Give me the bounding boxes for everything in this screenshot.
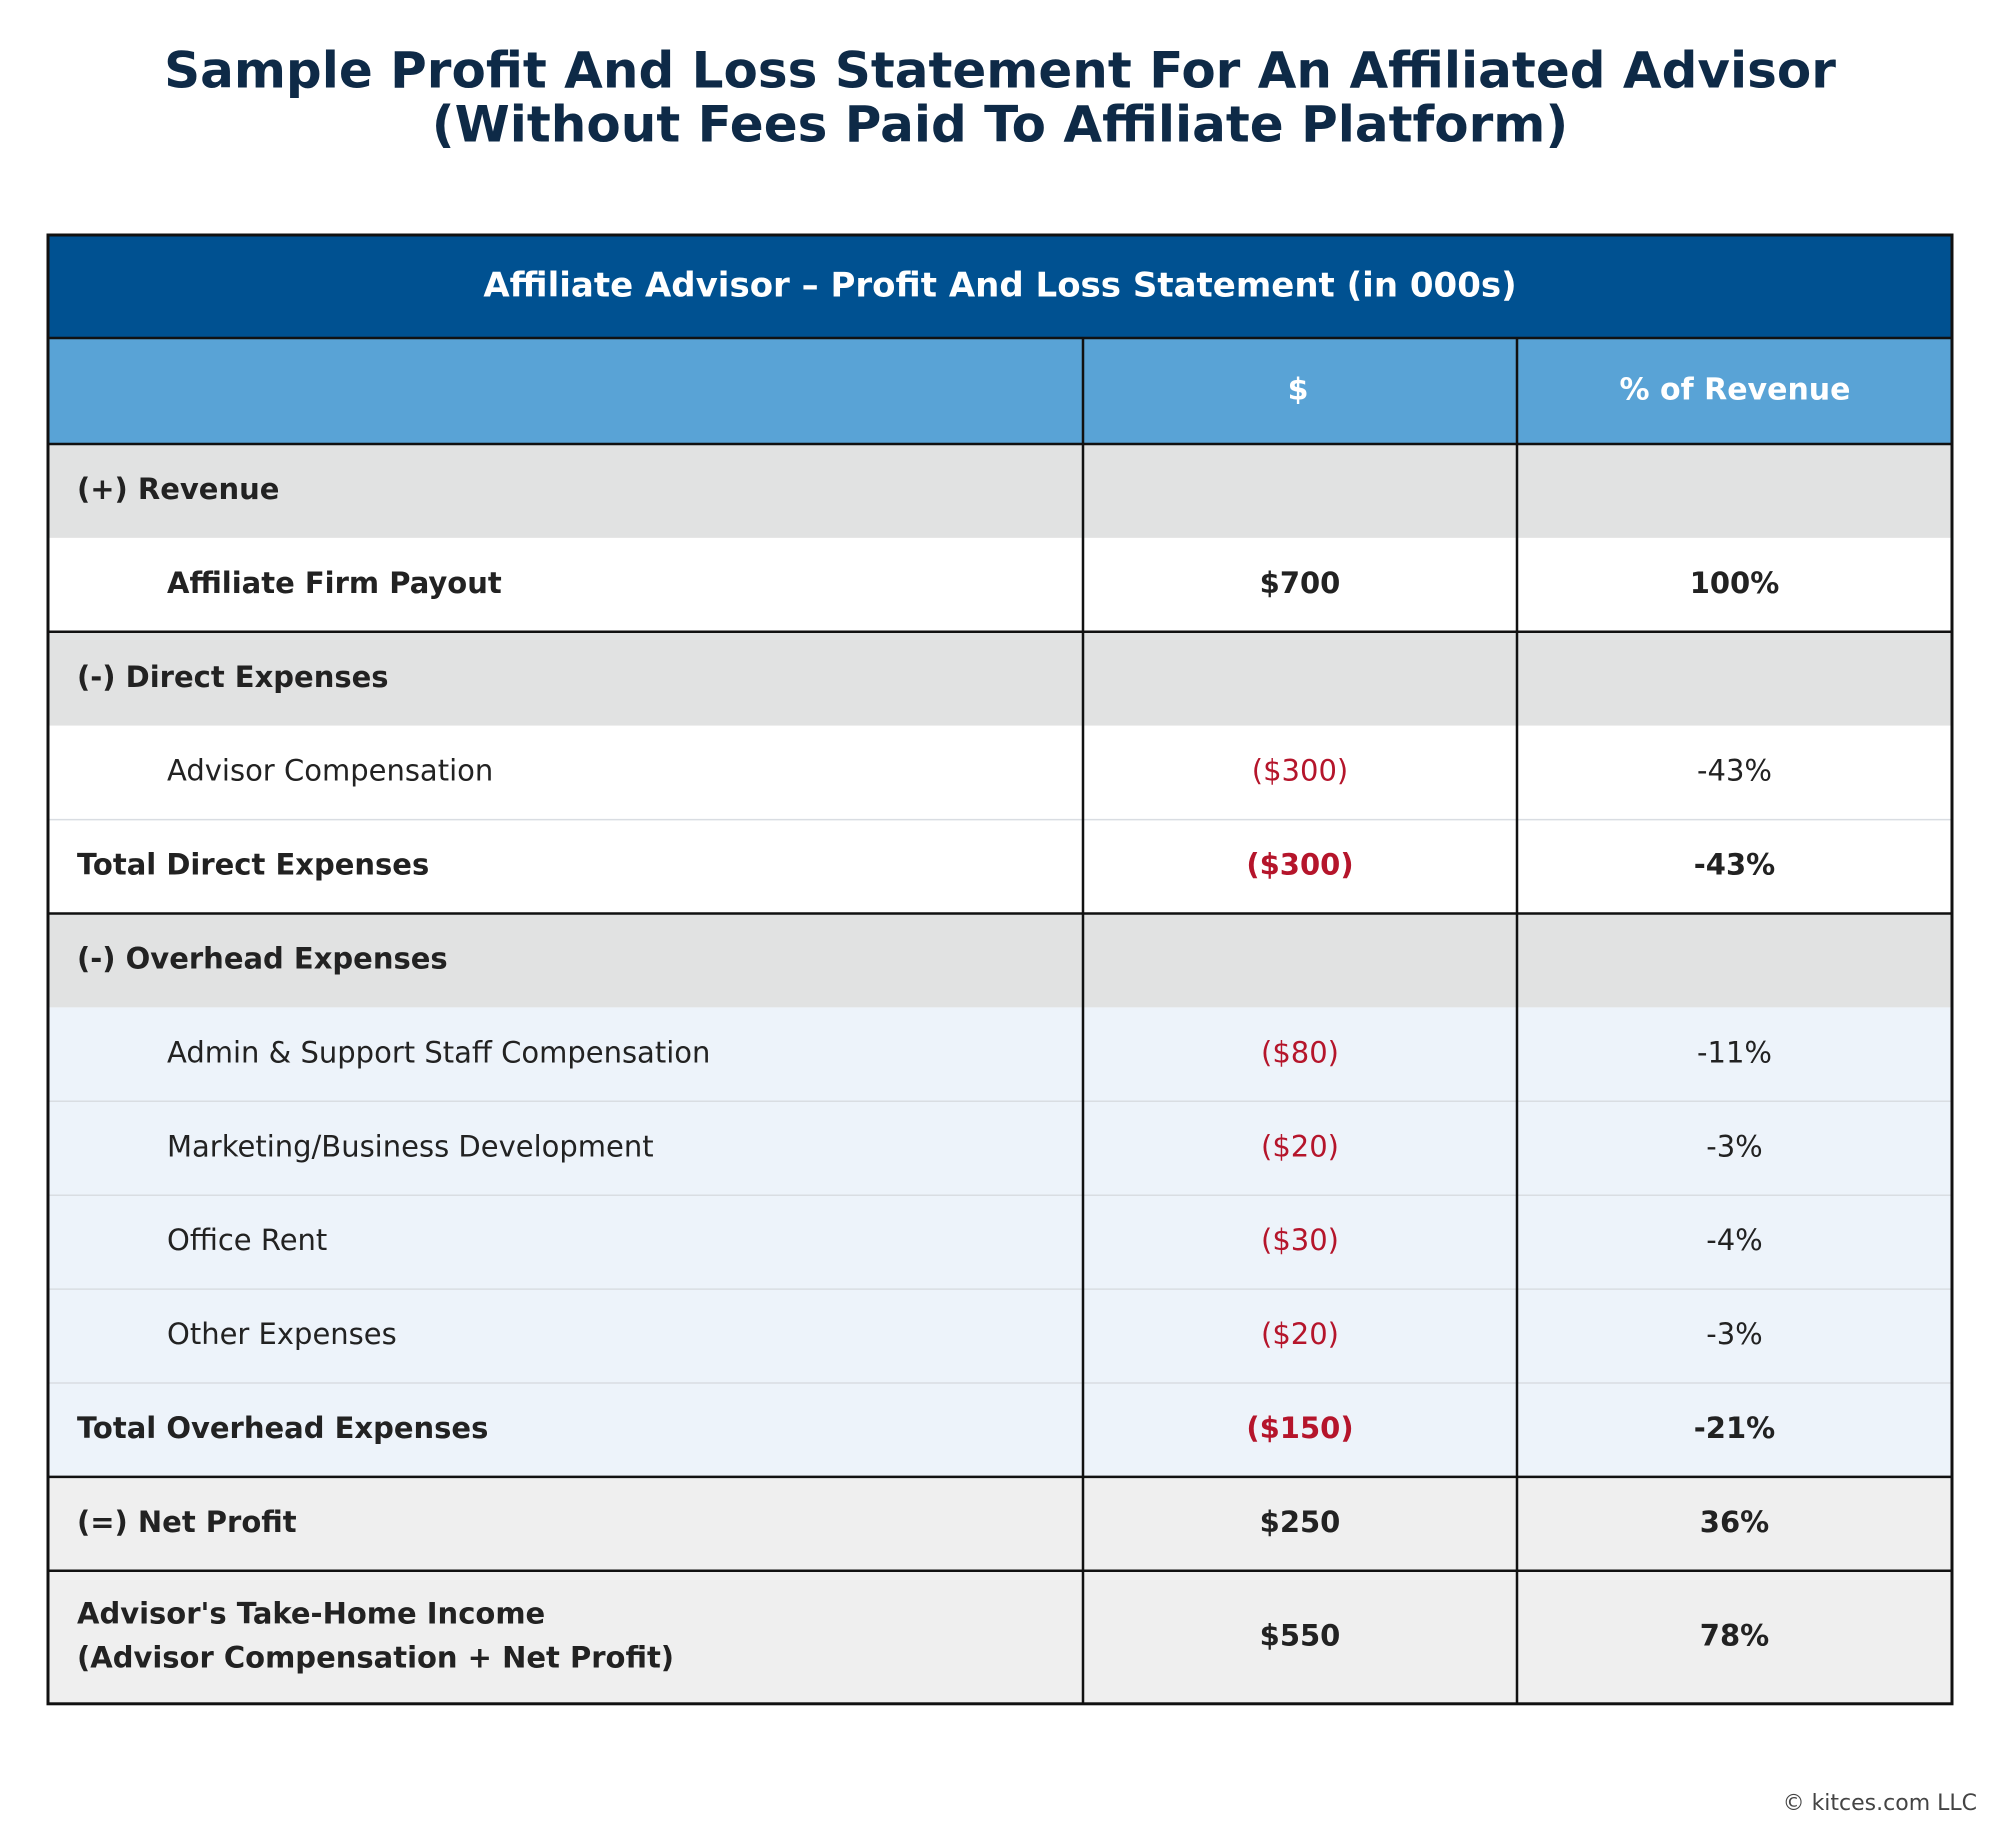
row-label: Admin & Support Staff Compensation <box>167 1035 710 1069</box>
row-label: (=) Net Profit <box>77 1505 297 1539</box>
dollar-value: $700 <box>1260 566 1341 600</box>
row-background <box>48 631 1952 726</box>
row-label: Other Expenses <box>167 1317 397 1351</box>
caption-bar <box>48 235 1952 338</box>
row-background <box>48 1383 1952 1477</box>
row-background <box>48 819 1952 914</box>
row-label: (-) Direct Expenses <box>77 660 389 694</box>
row-background <box>48 913 1952 1008</box>
row-label: Office Rent <box>167 1223 327 1257</box>
title-line: Sample Profit And Loss Statement For An … <box>164 42 1836 100</box>
row-label: (-) Overhead Expenses <box>77 941 448 975</box>
dollar-value: ($20) <box>1261 1129 1339 1163</box>
percent-value: -4% <box>1706 1223 1762 1257</box>
row-background <box>48 1570 1952 1704</box>
dollar-value: $250 <box>1260 1505 1341 1539</box>
percent-value: -3% <box>1706 1129 1762 1163</box>
row-background <box>48 1007 1952 1102</box>
dollar-value: ($300) <box>1252 754 1348 788</box>
row-background <box>48 537 1952 632</box>
percent-value: 36% <box>1700 1505 1769 1539</box>
percent-value: -11% <box>1697 1035 1772 1069</box>
percent-value: -21% <box>1694 1411 1775 1445</box>
percent-value: 78% <box>1700 1618 1769 1652</box>
row-background <box>48 1476 1952 1571</box>
dollar-value: ($80) <box>1261 1035 1339 1069</box>
row-background <box>48 1289 1952 1383</box>
table-caption: Affiliate Advisor – Profit And Loss Stat… <box>483 266 1516 306</box>
table-border <box>46 233 1954 1706</box>
row-label: Affiliate Firm Payout <box>167 566 502 600</box>
dollar-value: ($20) <box>1261 1317 1339 1351</box>
title-line: (Without Fees Paid To Affiliate Platform… <box>432 96 1568 154</box>
row-label: Total Direct Expenses <box>77 848 429 882</box>
dollar-value: ($150) <box>1246 1411 1353 1445</box>
dollar-value: ($300) <box>1246 848 1353 882</box>
row-label: Marketing/Business Development <box>167 1129 654 1163</box>
row-background <box>48 444 1952 538</box>
percent-value: 100% <box>1690 566 1780 600</box>
column-header-bar <box>48 338 1952 444</box>
column-header: $ <box>1288 373 1309 408</box>
column-header: % of Revenue <box>1619 373 1850 408</box>
row-label: Total Overhead Expenses <box>77 1411 488 1445</box>
row-background <box>48 1101 1952 1196</box>
row-label: Advisor's Take-Home Income <box>77 1596 545 1630</box>
percent-value: -43% <box>1694 848 1775 882</box>
row-label: (Advisor Compensation + Net Profit) <box>77 1640 674 1674</box>
row-label: Advisor Compensation <box>167 754 493 788</box>
percent-value: -43% <box>1697 754 1772 788</box>
dollar-value: ($30) <box>1261 1223 1339 1257</box>
percent-value: -3% <box>1706 1317 1762 1351</box>
row-label: (+) Revenue <box>77 472 279 506</box>
dollar-value: $550 <box>1260 1618 1341 1652</box>
table-body: (+) Revenue Affiliate Firm Payout $700 100%… <box>46 233 1954 1706</box>
row-background <box>48 1195 1952 1290</box>
footer: © kitces.com LLC <box>1783 1791 1977 1816</box>
row-background <box>48 725 1952 820</box>
